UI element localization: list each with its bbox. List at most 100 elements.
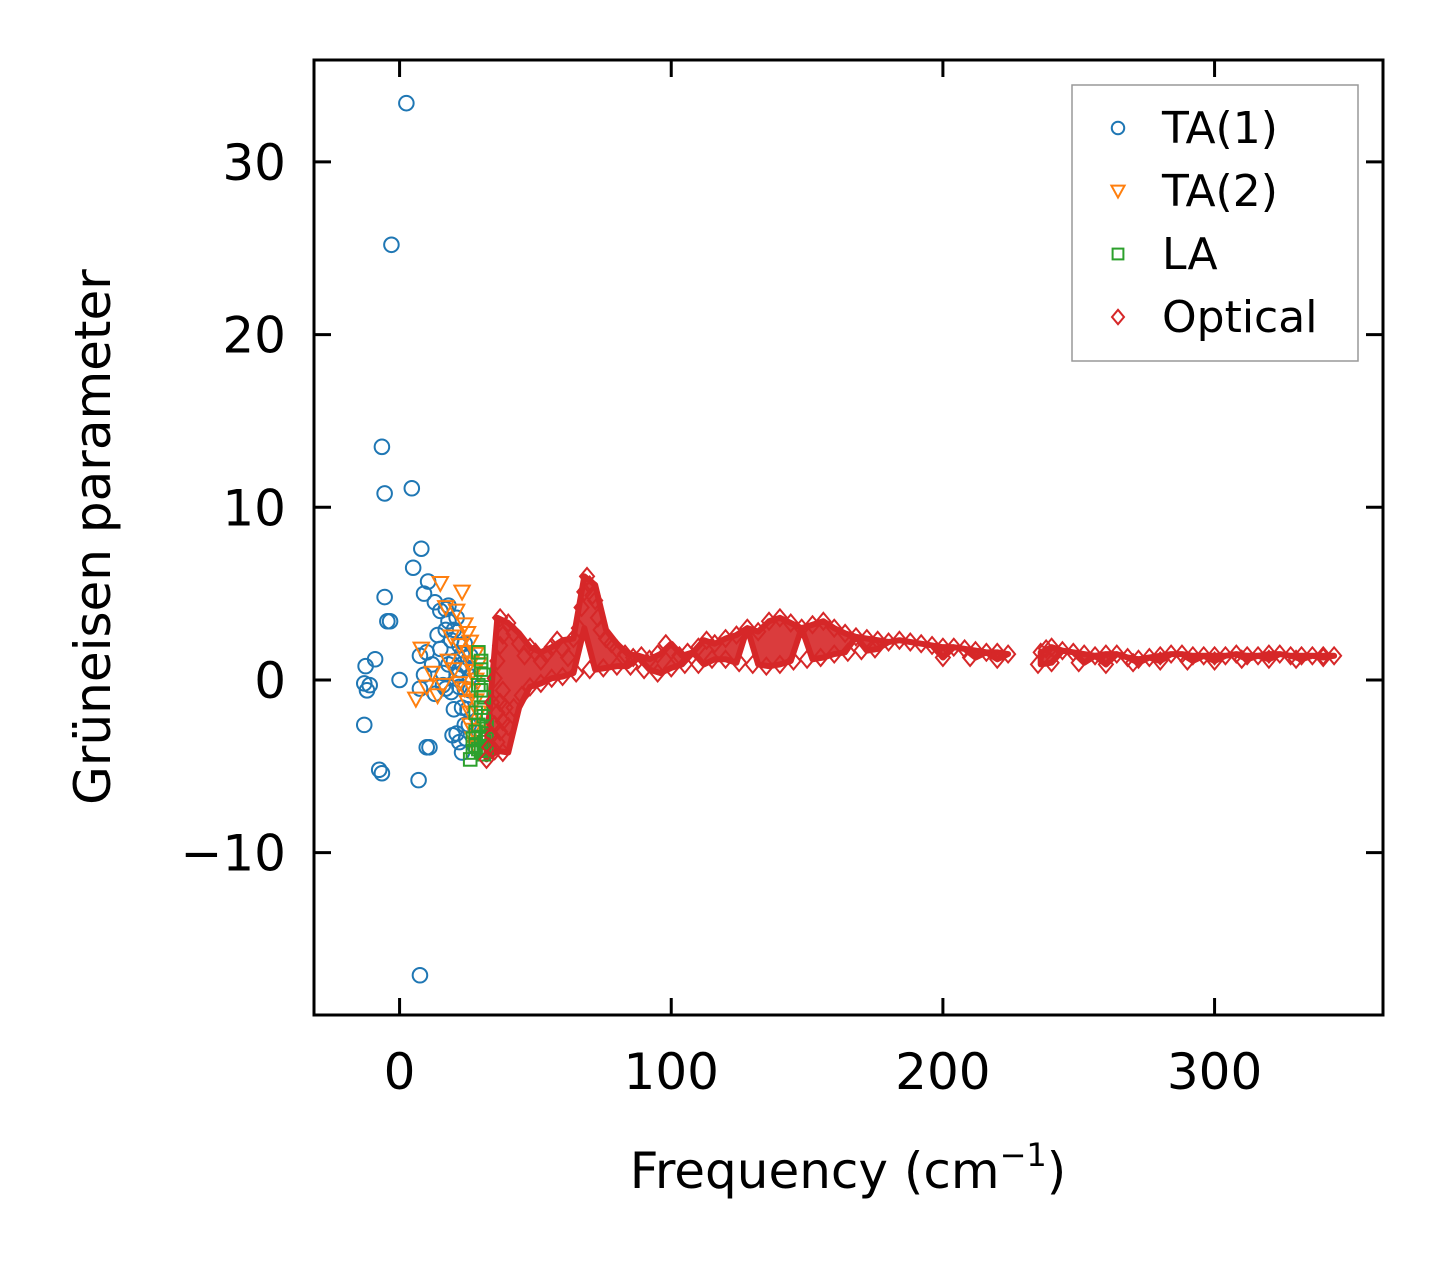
data-point <box>847 626 865 647</box>
data-point <box>956 638 973 659</box>
data-point <box>430 575 450 594</box>
data-point <box>573 597 590 618</box>
legend-frame <box>1071 84 1359 362</box>
data-point <box>358 682 376 699</box>
y-tick-label: 20 <box>222 307 286 365</box>
data-point <box>988 649 1006 670</box>
data-point <box>383 236 400 254</box>
data-point <box>452 584 472 602</box>
data-point <box>491 607 509 628</box>
data-point <box>415 585 433 602</box>
data-point <box>1206 645 1223 666</box>
data-point <box>1037 638 1055 659</box>
data-point <box>421 739 438 756</box>
data-point <box>690 654 707 675</box>
data-point <box>1162 644 1180 665</box>
data-point <box>476 708 492 724</box>
data-point <box>584 585 601 606</box>
legend-entry-ta-2-: TA(2) <box>1109 166 1278 217</box>
y-tick-label: 30 <box>222 134 286 192</box>
legend-label: TA(2) <box>1161 166 1278 217</box>
x-tick-label: 200 <box>895 1043 990 1101</box>
data-point <box>458 695 477 713</box>
x-tick-label: 0 <box>384 1043 416 1101</box>
data-point <box>812 647 829 668</box>
data-point <box>478 749 495 770</box>
ticks-layer: 0 100 200 300 −10 0 10 20 30 <box>180 60 1383 1101</box>
data-point <box>391 671 408 689</box>
data-point <box>771 654 789 675</box>
data-point <box>494 742 512 763</box>
data-point <box>468 705 483 721</box>
data-point <box>945 637 963 658</box>
data-point <box>1075 644 1093 665</box>
data-point <box>471 645 486 660</box>
data-point <box>999 644 1017 665</box>
x-axis-label-superscript: −1 <box>1000 1136 1047 1174</box>
data-point <box>370 761 388 779</box>
data-point <box>494 680 512 701</box>
data-point <box>505 697 522 718</box>
series-layer <box>355 94 1343 984</box>
data-point <box>581 659 599 680</box>
data-point <box>1260 649 1278 670</box>
data-point <box>471 677 486 693</box>
legend-entry-la: LA <box>1111 229 1218 280</box>
data-point <box>428 688 447 706</box>
legend-marker <box>1109 184 1127 200</box>
data-point <box>489 651 506 671</box>
x-axis-label-main: Frequency (cm <box>630 1142 1000 1200</box>
y-tick-label: 0 <box>254 652 286 710</box>
data-point <box>758 656 775 677</box>
data-point <box>1314 645 1332 666</box>
data-point <box>570 618 588 639</box>
data-point <box>635 659 653 680</box>
data-point <box>527 642 544 663</box>
data-point <box>839 642 857 663</box>
data-point <box>473 662 489 677</box>
legend-marker <box>1110 120 1126 136</box>
legend-label: LA <box>1162 229 1218 280</box>
legend: TA(1) TA(2) LA Optical <box>1071 84 1359 362</box>
data-point <box>595 657 612 678</box>
data-point <box>1271 644 1289 665</box>
data-point <box>1206 651 1223 671</box>
data-point <box>869 630 887 651</box>
plot-frame <box>312 58 1385 1017</box>
y-axis-label: Grüneisen parameter <box>64 269 122 805</box>
data-point <box>376 485 393 502</box>
data-point <box>510 633 528 654</box>
data-point <box>749 621 767 642</box>
data-point <box>554 666 571 687</box>
data-point <box>1070 652 1088 673</box>
data-point <box>1314 647 1332 668</box>
data-point <box>825 644 843 665</box>
x-axis-label-end: ) <box>1047 1142 1067 1200</box>
data-point <box>440 656 457 673</box>
data-point <box>548 630 566 651</box>
legend-entry-ta-1-: TA(1) <box>1110 103 1278 154</box>
data-point <box>698 630 715 651</box>
data-point <box>532 651 550 671</box>
data-point <box>730 652 748 673</box>
data-point <box>381 612 399 630</box>
data-point <box>445 701 463 718</box>
data-point <box>1304 645 1321 666</box>
data-point <box>455 617 475 635</box>
data-point <box>417 679 437 697</box>
data-point <box>423 656 441 673</box>
data-point <box>923 635 941 656</box>
data-point <box>988 642 1006 663</box>
data-point <box>902 632 919 652</box>
legend-entry-optical: Optical <box>1110 292 1317 343</box>
data-point <box>676 654 694 675</box>
data-point <box>961 647 979 668</box>
data-point <box>543 637 561 658</box>
data-point <box>744 654 762 675</box>
x-tick-label: 100 <box>624 1043 719 1101</box>
data-point <box>815 611 832 632</box>
data-point <box>554 638 571 659</box>
data-point <box>411 967 429 984</box>
data-point <box>567 663 585 684</box>
